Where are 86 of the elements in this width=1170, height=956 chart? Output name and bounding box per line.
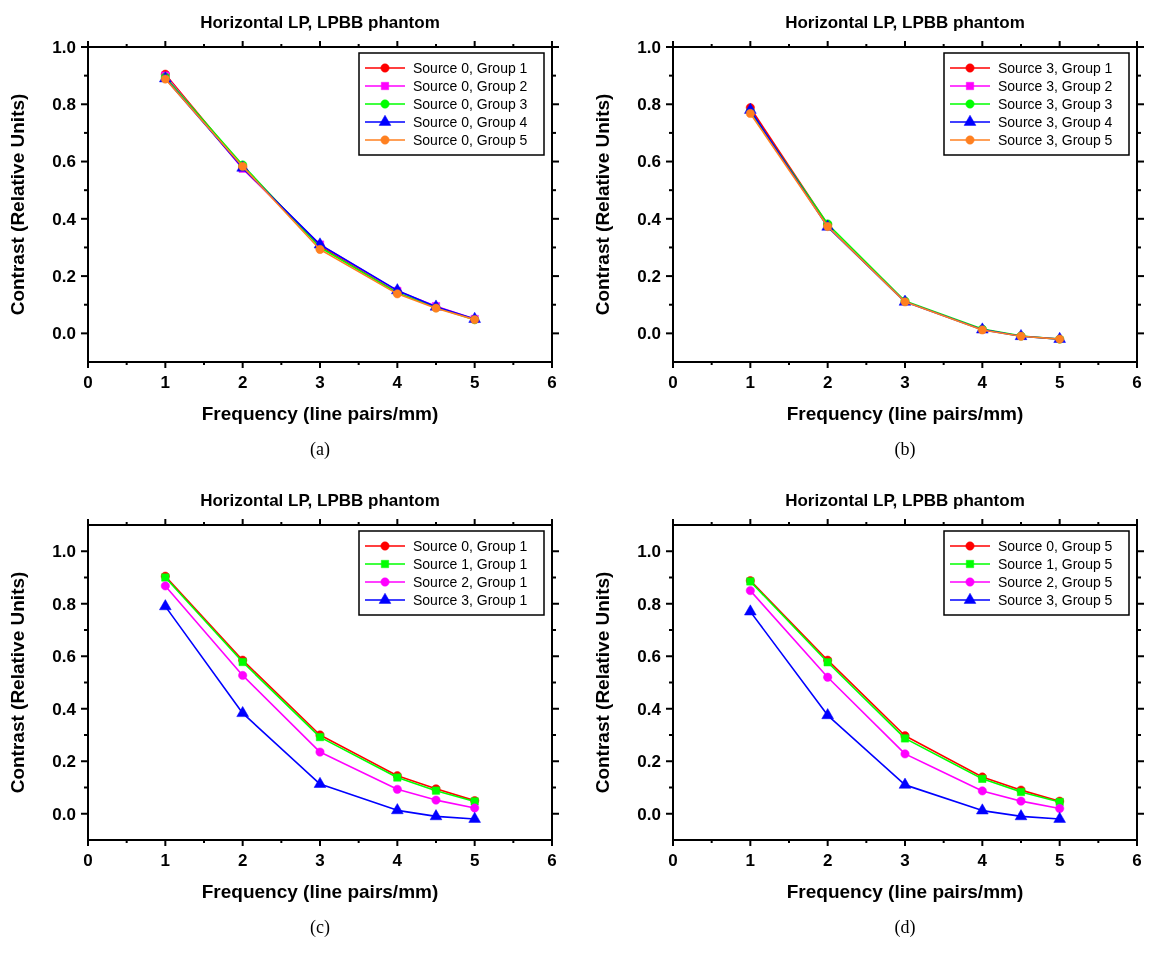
x-tick-label: 6: [1132, 851, 1142, 870]
legend-label: Source 2, Group 1: [413, 573, 528, 590]
text: (a): [310, 439, 330, 460]
y-tick-label: 0.2: [52, 267, 76, 287]
x-tick-label: 4: [977, 373, 988, 392]
text: (b): [894, 439, 916, 460]
x-tick-label: 0: [668, 373, 678, 392]
y-axis-title: Contrast (Relative Units): [7, 571, 28, 794]
x-tick-label: 1: [745, 851, 756, 870]
x-tick-label: 6: [1132, 373, 1142, 392]
x-tick-label: 3: [900, 373, 910, 392]
legend-label: Source 3, Group 4: [998, 113, 1113, 130]
y-tick-label: 0.8: [52, 594, 76, 614]
legend-label: Source 3, Group 1: [413, 591, 528, 608]
x-tick-label: 0: [83, 373, 93, 392]
y-tick-label: 1.0: [637, 542, 661, 562]
y-tick-label: 0.0: [52, 324, 76, 344]
chart-title: Horizontal LP, LPBB phantom: [785, 13, 1025, 32]
legend-label: Source 3, Group 3: [998, 95, 1113, 112]
legend-label: Source 0, Group 2: [413, 77, 528, 94]
x-tick-label: 5: [1054, 851, 1065, 870]
legend-label: Source 2, Group 5: [998, 573, 1113, 590]
x-tick-label: 2: [822, 373, 833, 392]
y-tick-label: 0.2: [52, 752, 76, 772]
y-tick-label: 0.0: [637, 804, 661, 824]
y-tick-label: 1.0: [637, 37, 661, 57]
x-tick-label: 1: [160, 373, 171, 392]
x-tick-label: 2: [237, 851, 248, 870]
x-tick-label: 2: [237, 373, 248, 392]
legend-label: Source 3, Group 1: [998, 59, 1113, 76]
x-tick-label: 0: [668, 851, 678, 870]
legend-label: Source 1, Group 1: [413, 555, 528, 572]
y-tick-label: 0.6: [637, 647, 661, 667]
y-tick-label: 1.0: [52, 37, 76, 57]
y-tick-label: 0.8: [637, 594, 661, 614]
x-tick-label: 3: [900, 851, 910, 870]
x-tick-label: 4: [392, 373, 403, 392]
y-tick-label: 0.0: [637, 324, 661, 344]
x-tick-label: 4: [977, 851, 988, 870]
y-tick-label: 0.4: [637, 699, 662, 719]
x-tick-label: 2: [822, 851, 833, 870]
legend-label: Source 3, Group 5: [998, 591, 1113, 608]
x-axis-title: Frequency (line pairs/mm): [786, 403, 1024, 424]
x-tick-label: 5: [469, 373, 480, 392]
y-tick-label: 0.8: [52, 95, 76, 115]
x-axis-title: Frequency (line pairs/mm): [786, 881, 1024, 902]
x-axis-title: Frequency (line pairs/mm): [201, 403, 439, 424]
x-tick-label: 0: [83, 851, 93, 870]
x-tick-label: 1: [745, 373, 756, 392]
legend-label: Source 0, Group 5: [998, 537, 1113, 554]
x-tick-label: 1: [160, 851, 171, 870]
legend-label: Source 0, Group 4: [413, 113, 528, 130]
x-tick-label: 3: [315, 851, 325, 870]
y-tick-label: 0.6: [637, 152, 661, 172]
y-tick-label: 0.4: [52, 699, 77, 719]
y-axis-title: Contrast (Relative Units): [592, 571, 613, 794]
y-axis-title: Contrast (Relative Units): [7, 93, 28, 316]
y-tick-label: 0.4: [637, 209, 662, 229]
x-tick-label: 3: [315, 373, 325, 392]
y-tick-label: 0.4: [52, 209, 77, 229]
legend-label: Source 1, Group 5: [998, 555, 1113, 572]
x-tick-label: 6: [547, 373, 557, 392]
x-tick-label: 6: [547, 851, 557, 870]
y-tick-label: 0.8: [637, 95, 661, 115]
y-axis-title: Contrast (Relative Units): [592, 93, 613, 316]
legend-label: Source 3, Group 2: [998, 77, 1113, 94]
legend-label: Source 0, Group 1: [413, 59, 528, 76]
legend-label: Source 0, Group 3: [413, 95, 528, 112]
chart-title: Horizontal LP, LPBB phantom: [200, 491, 440, 510]
x-tick-label: 5: [1054, 373, 1065, 392]
legend-label: Source 0, Group 5: [413, 131, 528, 148]
chart-title: Horizontal LP, LPBB phantom: [200, 13, 440, 32]
legend-label: Source 0, Group 1: [413, 537, 528, 554]
y-tick-label: 0.6: [52, 152, 76, 172]
text: (d): [894, 917, 916, 938]
y-tick-label: 1.0: [52, 542, 76, 562]
y-tick-label: 0.2: [637, 267, 661, 287]
x-tick-label: 5: [469, 851, 480, 870]
chart-title: Horizontal LP, LPBB phantom: [785, 491, 1025, 510]
legend-label: Source 3, Group 5: [998, 131, 1113, 148]
text: (c): [310, 917, 330, 938]
y-tick-label: 0.6: [52, 647, 76, 667]
x-tick-label: 4: [392, 851, 403, 870]
y-tick-label: 0.2: [637, 752, 661, 772]
x-axis-title: Frequency (line pairs/mm): [201, 881, 439, 902]
y-tick-label: 0.0: [52, 804, 76, 824]
